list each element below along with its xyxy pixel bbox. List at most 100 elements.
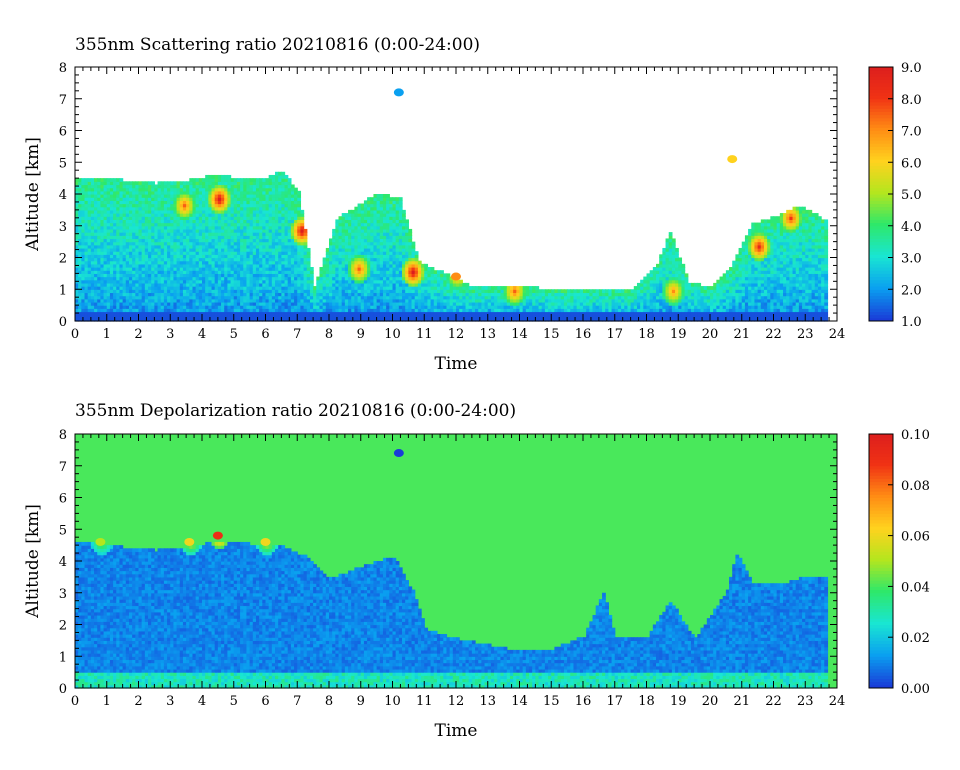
heatmap-cell <box>84 289 89 294</box>
heatmap-cell <box>97 279 101 284</box>
heatmap-cell <box>106 190 111 195</box>
heatmap-cell <box>160 200 165 205</box>
heatmap-cell <box>90 238 95 243</box>
heatmap-cell <box>113 295 117 300</box>
heatmap-cell <box>135 222 140 227</box>
heatmap-cell <box>100 311 105 316</box>
heatmap-cell <box>84 260 89 265</box>
heatmap-cell <box>125 206 130 211</box>
heatmap-cell <box>81 282 86 287</box>
heatmap-cell <box>128 187 133 192</box>
heatmap-cell <box>125 251 130 255</box>
heatmap-cell <box>84 213 89 217</box>
heatmap-cell <box>125 273 130 278</box>
heatmap-cell <box>138 301 143 306</box>
heatmap-cell <box>148 286 152 290</box>
heatmap-cell <box>173 301 178 306</box>
heatmap-cell <box>90 222 95 227</box>
heatmap-cell <box>90 235 95 240</box>
heatmap-cell <box>179 263 184 268</box>
heatmap-cell <box>132 206 136 211</box>
heatmap-cell <box>81 279 86 284</box>
heatmap-cell <box>179 247 184 252</box>
heatmap-cell <box>182 292 187 297</box>
heatmap-cell <box>170 311 175 316</box>
heatmap-cell <box>122 282 127 287</box>
heatmap-cell <box>179 219 184 224</box>
heatmap-cell <box>148 247 152 252</box>
heatmap-cell <box>182 254 187 259</box>
heatmap-cell <box>90 241 95 246</box>
heatmap-cell <box>170 270 175 274</box>
heatmap-cell <box>90 263 95 268</box>
heatmap-cell <box>119 238 124 243</box>
heatmap-cell <box>176 187 181 192</box>
heatmap-cell <box>106 219 111 224</box>
heatmap-cell <box>103 225 108 230</box>
panel-scattering-ratio: 355nm Scattering ratio 20210816 (0:00-24… <box>23 35 922 374</box>
heatmap-cell <box>160 273 165 278</box>
heatmap-cell <box>163 228 168 233</box>
heatmap-cell <box>87 228 92 233</box>
heatmap-cell <box>116 197 121 201</box>
heatmap-cell <box>116 187 121 192</box>
heatmap-cell <box>157 247 162 252</box>
heatmap-cell <box>78 263 82 268</box>
heatmap-cell <box>103 317 108 322</box>
heatmap-cell <box>125 238 130 243</box>
heatmap-cell <box>141 263 146 268</box>
heatmap-cell <box>179 270 184 274</box>
heatmap-cell <box>157 254 162 259</box>
heatmap-cell <box>119 194 124 198</box>
heatmap-cell <box>113 314 117 319</box>
heatmap-cell <box>141 301 146 306</box>
heatmap-cell <box>173 273 178 278</box>
heatmap-cell <box>125 292 130 297</box>
heatmap-cell <box>109 244 114 249</box>
heatmap-cell <box>113 308 117 313</box>
heatmap-cell <box>287 178 292 182</box>
heatmap-cell <box>103 289 108 294</box>
heatmap-cell <box>100 190 105 195</box>
heatmap-cell <box>135 216 140 220</box>
heatmap-cell <box>113 301 117 306</box>
heatmap-cell <box>138 219 143 224</box>
heatmap-cell <box>163 257 168 262</box>
heatmap-cell <box>103 206 108 211</box>
heatmap-cell <box>173 209 178 214</box>
heatmap-cell <box>90 276 95 281</box>
heatmap-cell <box>78 178 82 182</box>
heatmap-cell <box>160 203 165 208</box>
heatmap-cell <box>148 270 152 274</box>
heatmap-cell <box>141 260 146 265</box>
heatmap-cell <box>94 194 98 198</box>
heatmap-cell <box>106 301 111 306</box>
heatmap-cell <box>148 209 152 214</box>
heatmap-cell <box>84 311 89 316</box>
heatmap-cell <box>135 254 140 259</box>
heatmap-cell <box>109 298 114 303</box>
heatmap-cell <box>94 228 98 233</box>
heatmap-cell <box>84 228 89 233</box>
heatmap-cell <box>182 317 187 322</box>
heatmap-cell <box>90 228 95 233</box>
heatmap-cell <box>116 254 121 259</box>
heatmap-cell <box>167 194 171 198</box>
heatmap-cell <box>128 197 133 201</box>
heatmap-cell <box>141 206 146 211</box>
heatmap-cell <box>94 206 98 211</box>
heatmap-cell <box>103 203 108 208</box>
heatmap-cell <box>103 184 108 189</box>
heatmap-cell <box>116 238 121 243</box>
chart-title: 355nm Scattering ratio 20210816 (0:00-24… <box>75 35 480 55</box>
heatmap-cell <box>144 260 149 265</box>
heatmap-cell <box>157 206 162 211</box>
heatmap-cell <box>78 257 82 262</box>
heatmap-cell <box>109 311 114 316</box>
heatmap-cell <box>100 244 105 249</box>
heatmap-cell <box>100 206 105 211</box>
heatmap-cell <box>135 276 140 281</box>
heatmap-cell <box>151 247 155 252</box>
heatmap-cell <box>87 197 92 201</box>
heatmap-cell <box>116 295 121 300</box>
